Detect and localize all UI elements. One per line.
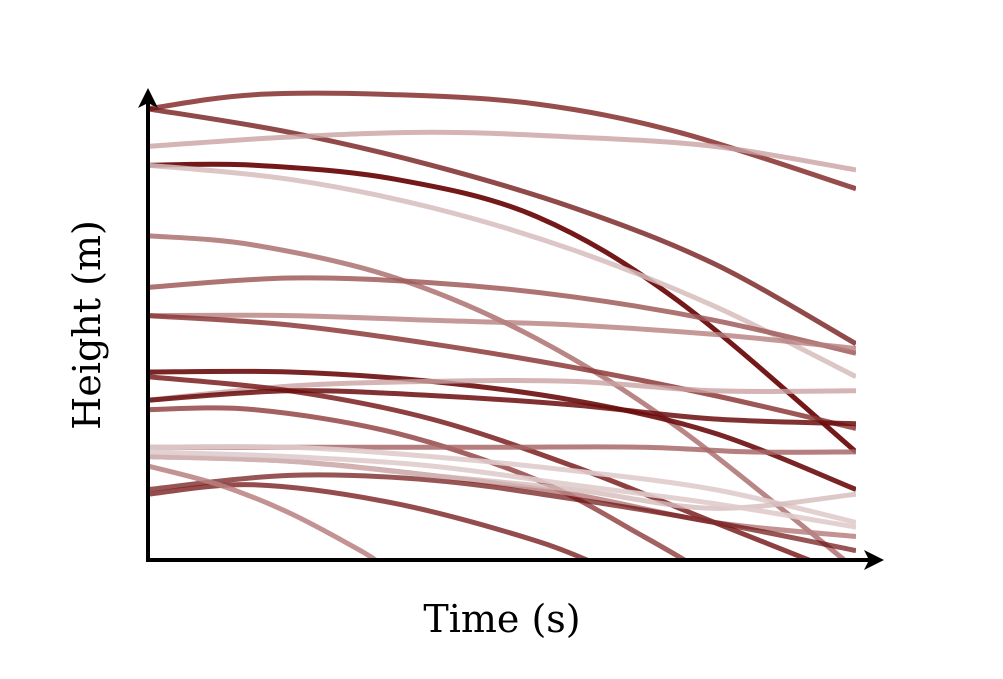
x-axis-arrow-icon: [864, 550, 884, 570]
trajectory-line-19: [148, 482, 589, 558]
series-group: [148, 90, 856, 558]
trajectory-line-5: [148, 162, 856, 379]
trajectory-line-6: [148, 233, 846, 558]
trajectory-line-21: [148, 463, 377, 558]
trajectory-line-7: [148, 275, 856, 356]
trajectory-line-16: [148, 443, 856, 525]
trajectory-line-10: [148, 368, 856, 492]
trajectory-line-2: [148, 106, 856, 346]
trajectory-line-22: [148, 449, 856, 530]
x-axis-label: Time (s): [423, 597, 580, 641]
trajectory-line-9: [148, 313, 856, 431]
y-axis-arrow-icon: [138, 88, 158, 108]
trajectory-line-1: [148, 90, 856, 192]
trajectory-line-3: [148, 129, 856, 173]
trajectory-line-8: [148, 312, 856, 351]
trajectory-line-13: [148, 388, 856, 427]
y-axis-label: Height (m): [65, 220, 109, 430]
trajectory-line-4: [148, 161, 856, 454]
trajectory-line-18: [148, 472, 856, 554]
